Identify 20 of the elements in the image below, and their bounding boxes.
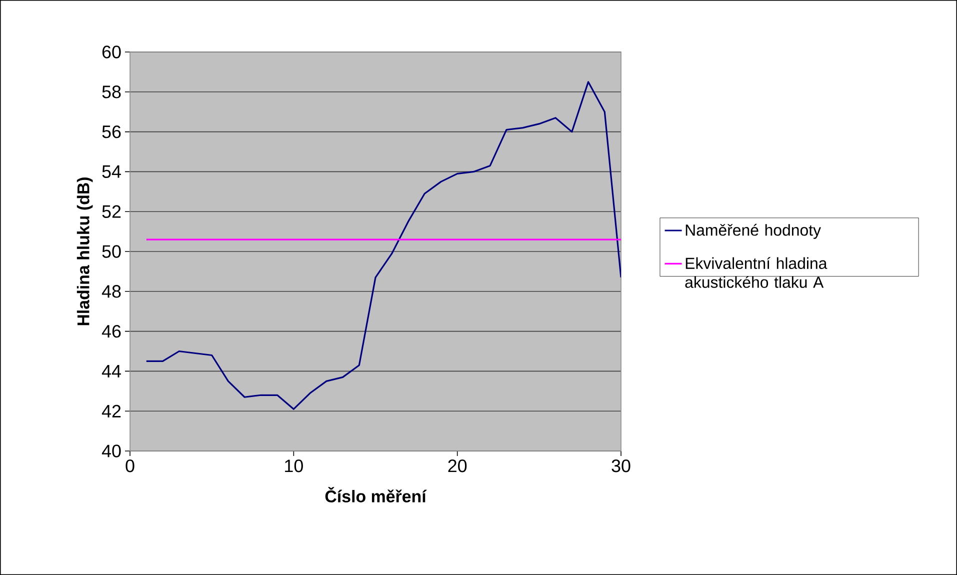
x-axis-title: Číslo měření: [325, 487, 427, 502]
x-tick-label: 0: [126, 460, 134, 472]
y-tick-label: 52: [102, 205, 121, 218]
y-tick-label: 56: [102, 125, 121, 138]
x-tick-label: 30: [612, 460, 630, 472]
y-tick-label: 48: [102, 285, 121, 298]
y-tick-label: 46: [102, 324, 121, 338]
y-tick-label: 58: [102, 86, 121, 98]
y-tick-label: 54: [102, 165, 121, 178]
y-axis-title: Hladina hluku (dB): [76, 178, 93, 326]
y-tick-label: 60: [102, 46, 121, 58]
y-tick-label: 42: [102, 404, 121, 418]
legend-label: Ekvivalentní hladina akustického tlaku A: [685, 257, 828, 288]
x-tick-label: 20: [448, 460, 467, 472]
y-tick-label: 44: [102, 365, 121, 378]
y-tick-label: 50: [102, 245, 121, 258]
y-tick-label: 40: [102, 444, 121, 458]
legend-label: Naměřené hodnoty: [686, 224, 821, 239]
line-series: [146, 81, 622, 410]
x-tick-label: 10: [285, 460, 303, 472]
